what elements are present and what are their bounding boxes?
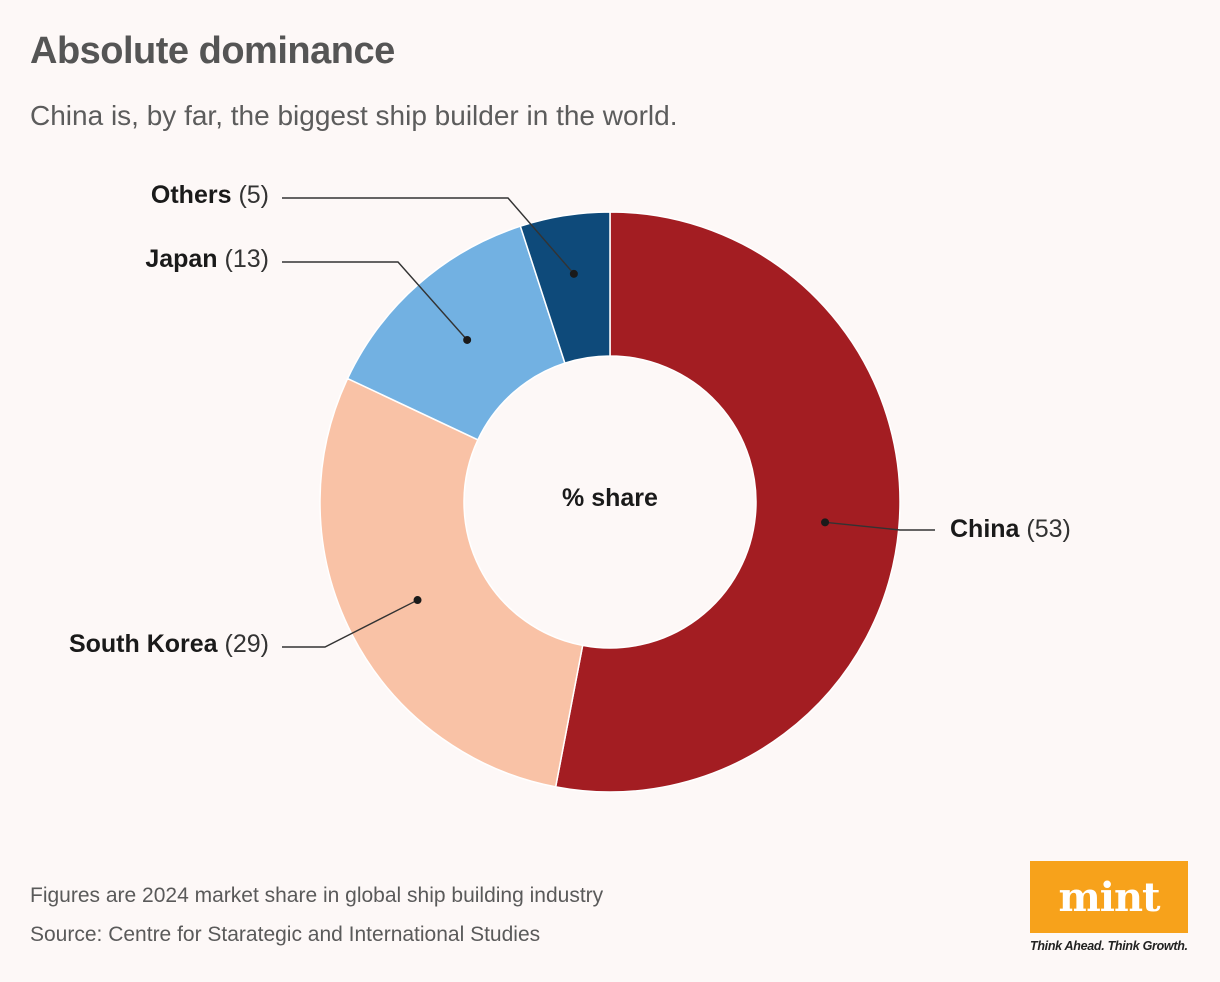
slice-labels: China (53) South Korea (29) Japan (13) Othe… <box>69 181 1071 658</box>
slice-japan <box>346 225 566 441</box>
leader-dot <box>413 596 422 605</box>
slice-label: South Korea (29) <box>69 630 269 658</box>
slice-label-value: (29) <box>225 630 269 658</box>
source-note: Source: Centre for Starategic and Intern… <box>30 923 541 946</box>
chart-subtitle: China is, by far, the biggest ship build… <box>30 100 678 131</box>
leader-dot <box>821 518 830 527</box>
center-label: % share <box>562 484 658 512</box>
slice-label: China (53) <box>950 515 1071 543</box>
leader-lines <box>282 197 935 648</box>
donut-chart: China (53) South Korea (29) Japan (13) Othe… <box>69 181 1071 793</box>
leader-line <box>282 197 575 275</box>
leader-line <box>282 261 468 341</box>
donut-slices <box>319 211 901 793</box>
slice-label-value: (13) <box>225 245 269 273</box>
brand-tagline: Think Ahead. Think Growth. <box>1030 939 1188 953</box>
leader-dot <box>463 335 472 344</box>
slice-label-name: Japan <box>145 245 224 273</box>
brand-logo: mint <box>1030 861 1188 933</box>
footnote: Figures are 2024 market share in global … <box>30 884 604 907</box>
slice-label-name: China <box>950 515 1026 543</box>
slice-label-value: (53) <box>1026 515 1070 543</box>
slice-label: Others (5) <box>151 181 269 209</box>
slice-others <box>519 211 611 365</box>
leader-dot <box>569 269 578 278</box>
slice-label-name: South Korea <box>69 630 225 658</box>
chart-title: Absolute dominance <box>30 30 395 72</box>
slice-label: Japan (13) <box>145 245 269 273</box>
slice-label-value: (5) <box>238 181 269 209</box>
leader-line <box>824 521 935 531</box>
slice-china <box>554 211 901 793</box>
slice-south-korea <box>319 377 584 788</box>
slice-label-name: Others <box>151 181 239 209</box>
leader-line <box>282 599 418 648</box>
